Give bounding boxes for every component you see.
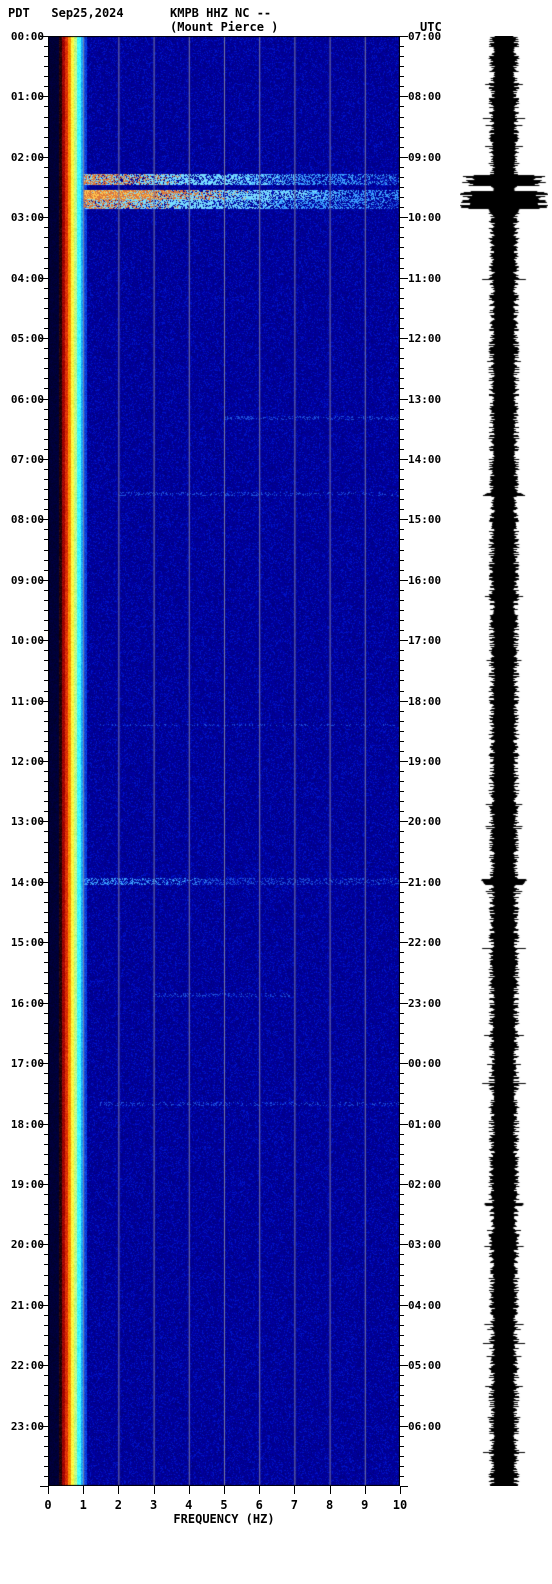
left-time-label: 23:00 — [11, 1420, 44, 1433]
left-time-label: 11:00 — [11, 695, 44, 708]
left-time-label: 17:00 — [11, 1057, 44, 1070]
left-time-label: 07:00 — [11, 453, 44, 466]
x-tick-label: 7 — [291, 1498, 298, 1512]
timezone-left: PDT — [8, 6, 30, 20]
left-time-label: 03:00 — [11, 211, 44, 224]
frequency-axis: FREQUENCY (HZ) 012345678910 — [48, 1486, 400, 1536]
left-time-label: 01:00 — [11, 90, 44, 103]
x-tick-label: 4 — [185, 1498, 192, 1512]
right-time-label: 17:00 — [408, 634, 441, 647]
right-time-axis: 07:0008:0009:0010:0011:0012:0013:0014:00… — [400, 36, 460, 1486]
right-time-label: 07:00 — [408, 30, 441, 43]
right-time-label: 23:00 — [408, 997, 441, 1010]
left-time-label: 08:00 — [11, 513, 44, 526]
station-line2: (Mount Pierce ) — [170, 20, 278, 34]
date-label: Sep25,2024 — [51, 6, 123, 20]
left-time-label: 05:00 — [11, 332, 44, 345]
x-tick-label: 2 — [115, 1498, 122, 1512]
right-time-label: 00:00 — [408, 1057, 441, 1070]
right-time-label: 22:00 — [408, 936, 441, 949]
right-time-label: 06:00 — [408, 1420, 441, 1433]
right-time-label: 20:00 — [408, 815, 441, 828]
header-center: KMPB HHZ NC -- (Mount Pierce ) — [170, 6, 278, 34]
spectrogram-canvas — [48, 36, 400, 1486]
right-time-label: 03:00 — [408, 1238, 441, 1251]
waveform-panel — [460, 36, 548, 1486]
right-time-label: 02:00 — [408, 1178, 441, 1191]
right-time-label: 18:00 — [408, 695, 441, 708]
x-tick-label: 9 — [361, 1498, 368, 1512]
x-tick-label: 6 — [256, 1498, 263, 1512]
right-time-label: 08:00 — [408, 90, 441, 103]
left-time-label: 19:00 — [11, 1178, 44, 1191]
frequency-axis-label: FREQUENCY (HZ) — [173, 1512, 274, 1526]
right-time-label: 19:00 — [408, 755, 441, 768]
waveform-canvas — [460, 36, 548, 1486]
right-time-label: 14:00 — [408, 453, 441, 466]
right-time-label: 05:00 — [408, 1359, 441, 1372]
left-time-label: 22:00 — [11, 1359, 44, 1372]
x-tick-label: 3 — [150, 1498, 157, 1512]
left-time-label: 15:00 — [11, 936, 44, 949]
x-tick-label: 0 — [44, 1498, 51, 1512]
right-time-label: 10:00 — [408, 211, 441, 224]
left-time-label: 02:00 — [11, 151, 44, 164]
left-time-label: 16:00 — [11, 997, 44, 1010]
right-time-label: 12:00 — [408, 332, 441, 345]
left-time-label: 20:00 — [11, 1238, 44, 1251]
right-time-label: 11:00 — [408, 272, 441, 285]
left-time-label: 04:00 — [11, 272, 44, 285]
left-time-label: 14:00 — [11, 876, 44, 889]
x-tick-label: 1 — [80, 1498, 87, 1512]
left-time-label: 10:00 — [11, 634, 44, 647]
right-time-label: 09:00 — [408, 151, 441, 164]
x-tick-label: 5 — [220, 1498, 227, 1512]
right-time-label: 16:00 — [408, 574, 441, 587]
x-tick-label: 10 — [393, 1498, 407, 1512]
station-line1: KMPB HHZ NC -- — [170, 6, 278, 20]
left-time-label: 21:00 — [11, 1299, 44, 1312]
x-tick-label: 8 — [326, 1498, 333, 1512]
left-time-label: 06:00 — [11, 393, 44, 406]
spectrogram-chart: { "header": { "tz_left": "PDT", "date": … — [0, 0, 552, 1584]
left-time-label: 18:00 — [11, 1118, 44, 1131]
right-time-label: 13:00 — [408, 393, 441, 406]
left-time-label: 12:00 — [11, 755, 44, 768]
header-left: PDT Sep25,2024 — [8, 6, 124, 20]
left-time-label: 09:00 — [11, 574, 44, 587]
right-time-label: 01:00 — [408, 1118, 441, 1131]
right-time-label: 04:00 — [408, 1299, 441, 1312]
left-time-label: 00:00 — [11, 30, 44, 43]
spectrogram-panel — [48, 36, 400, 1486]
right-time-label: 15:00 — [408, 513, 441, 526]
left-time-axis: 00:0001:0002:0003:0004:0005:0006:0007:00… — [0, 36, 48, 1486]
left-time-label: 13:00 — [11, 815, 44, 828]
right-time-label: 21:00 — [408, 876, 441, 889]
